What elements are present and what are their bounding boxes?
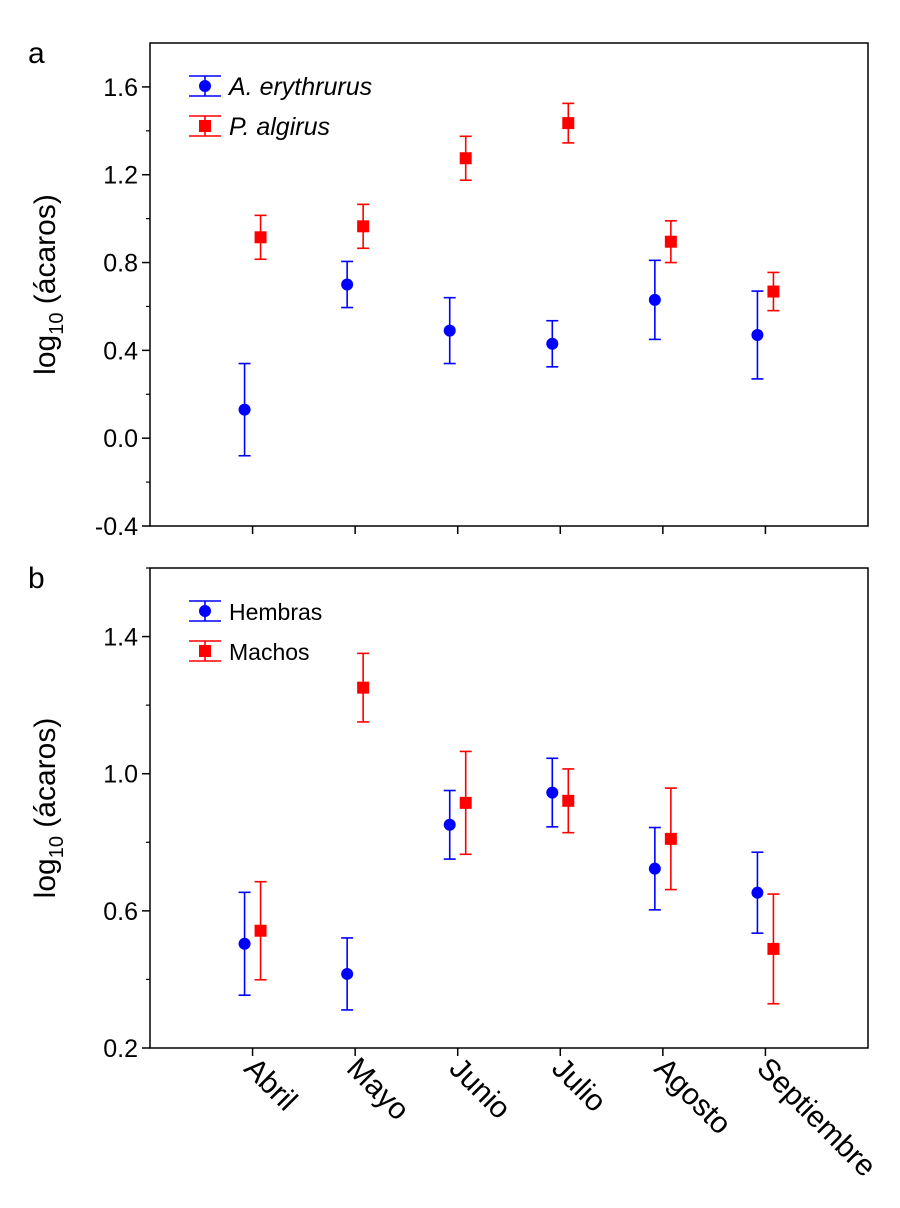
marker-circle <box>648 293 661 306</box>
marker-square <box>664 235 677 248</box>
marker-circle <box>546 786 559 799</box>
data-point <box>751 290 764 380</box>
marker-square <box>664 832 677 845</box>
x-tick-label: Septiembre <box>750 1052 882 1184</box>
x-tick-label: Junio <box>443 1052 517 1126</box>
x-tick-label: Agosto <box>648 1052 737 1141</box>
x-tick-label: Abril <box>238 1052 304 1118</box>
marker-circle <box>443 818 456 831</box>
y-tick-label: 1.2 <box>103 162 138 190</box>
data-point <box>443 296 456 365</box>
data-point <box>357 652 370 723</box>
x-tick-label: Julio <box>545 1052 612 1119</box>
y-tick-label: 0.0 <box>103 425 138 453</box>
data-point <box>562 768 575 834</box>
data-point <box>238 362 251 457</box>
data-point <box>546 319 559 368</box>
marker-square <box>357 681 370 694</box>
data-point <box>648 259 661 341</box>
marker-circle <box>751 328 764 341</box>
marker-circle <box>341 278 354 291</box>
data-point <box>664 787 677 891</box>
data-point <box>664 220 677 264</box>
legend-item: Machos <box>189 639 310 665</box>
y-tick-label: 0.4 <box>103 337 138 365</box>
data-point <box>648 826 661 911</box>
panel-label: b <box>28 562 45 595</box>
y-axis-label: log10 (ácaros) <box>29 194 68 375</box>
marker-circle <box>238 937 251 950</box>
data-point <box>459 135 472 182</box>
marker-circle <box>546 337 559 350</box>
legend-item: A. erythrurus <box>189 73 372 101</box>
legend-label: Hembras <box>229 599 322 625</box>
marker-square <box>254 924 267 937</box>
data-point <box>238 891 251 997</box>
data-point <box>357 203 370 250</box>
marker-square <box>357 220 370 233</box>
marker-square <box>767 942 780 955</box>
marker-square <box>459 796 472 809</box>
y-tick-label: -0.4 <box>95 513 138 541</box>
marker-circle <box>341 967 354 980</box>
marker-circle <box>443 324 456 337</box>
data-point <box>443 789 456 860</box>
data-point <box>459 750 472 856</box>
data-point <box>341 260 354 309</box>
legend-label: Machos <box>229 639 310 665</box>
legend-marker-square <box>199 120 211 132</box>
legend-item: Hembras <box>189 599 322 625</box>
panel-b: b 0.2 0.6 1.0 1.4 log10 (ácaros) Abril Mayo Juni… <box>28 562 882 1183</box>
panel-a: a -0.4 0.0 0.4 0.8 1.2 1.6 log10 (ácaros) A. ery… <box>28 37 869 541</box>
y-tick-label: 0.8 <box>103 250 138 278</box>
marker-circle <box>751 886 764 899</box>
data-point <box>254 880 267 981</box>
data-point <box>767 271 780 312</box>
marker-circle <box>238 403 251 416</box>
marker-square <box>562 794 575 807</box>
data-point <box>751 851 764 934</box>
data-point <box>767 893 780 1005</box>
legend-label: P. algirus <box>229 113 330 141</box>
plot-frame <box>149 42 869 527</box>
legend-label: A. erythrurus <box>227 73 372 101</box>
y-tick-label: 0.2 <box>103 1035 138 1063</box>
y-axis-label: log10 (ácaros) <box>29 718 68 899</box>
data-point <box>254 214 267 261</box>
y-tick-label: 1.0 <box>103 761 138 789</box>
panel-label: a <box>28 37 45 70</box>
plot-frame <box>149 567 869 1049</box>
legend-item: P. algirus <box>189 113 330 141</box>
x-tick-label: Mayo <box>340 1052 415 1127</box>
data-point <box>341 937 354 1011</box>
legend-marker-circle <box>199 605 211 617</box>
data-point <box>546 757 559 828</box>
marker-square <box>562 117 575 130</box>
marker-circle <box>648 862 661 875</box>
marker-square <box>459 152 472 165</box>
y-tick-label: 1.6 <box>103 74 138 102</box>
marker-square <box>254 231 267 244</box>
legend-marker-circle <box>199 80 211 92</box>
legend-marker-square <box>199 645 211 657</box>
y-tick-label: 1.4 <box>103 624 138 652</box>
y-tick-label: 0.6 <box>103 898 138 926</box>
data-point <box>562 102 575 144</box>
marker-square <box>767 285 780 298</box>
